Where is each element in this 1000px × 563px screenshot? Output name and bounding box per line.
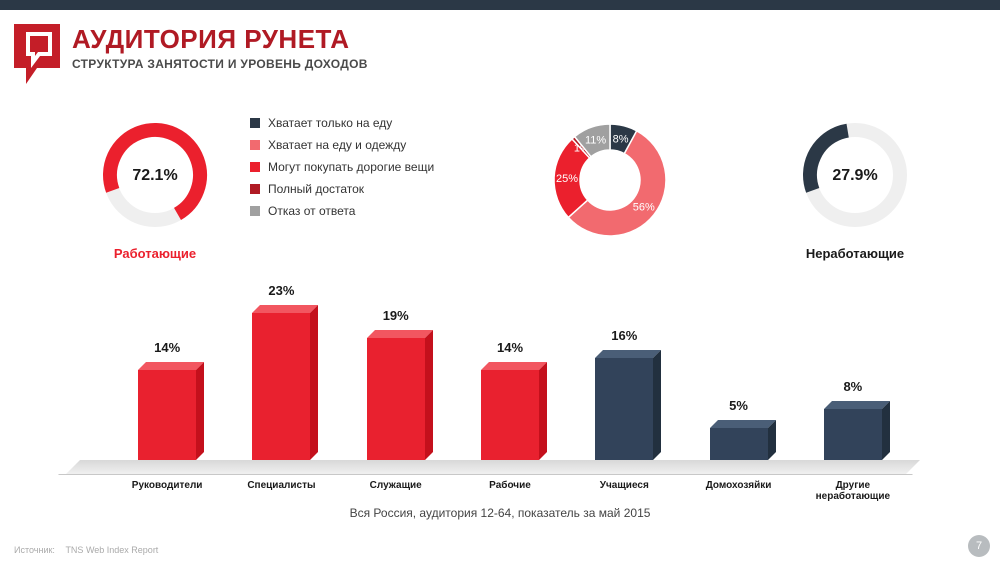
chart-footer-caption: Вся Россия, аудитория 12-64, показатель … — [0, 506, 1000, 520]
bar-value-label: 16% — [595, 328, 653, 343]
bar-value-label: 14% — [138, 340, 196, 355]
bar-value-label: 19% — [367, 308, 425, 323]
legend-swatch — [250, 162, 260, 172]
bar: 14% — [481, 362, 539, 460]
page-title: АУДИТОРИЯ РУНЕТА — [72, 24, 368, 55]
bar-front-face — [595, 358, 653, 460]
legend-label: Отказ от ответа — [268, 204, 355, 218]
bar-top-face — [595, 350, 661, 358]
bar-top-face — [481, 362, 547, 370]
bar-front-face — [367, 338, 425, 460]
legend-item: Полный достаток — [250, 182, 500, 196]
income-legend: Хватает только на еду Хватает на еду и о… — [250, 110, 500, 226]
bar-value-label: 5% — [710, 398, 768, 413]
bar-top-face — [367, 330, 433, 338]
bar-top-face — [252, 305, 318, 313]
legend-swatch — [250, 206, 260, 216]
legend-swatch — [250, 118, 260, 128]
bar-side-face — [768, 420, 776, 460]
bar-top-face — [138, 362, 204, 370]
bar-category-label: Учащиеся — [569, 480, 679, 491]
legend-item: Отказ от ответа — [250, 204, 500, 218]
donut-slice-label: 8% — [613, 133, 629, 145]
bar: 19% — [367, 330, 425, 460]
bar-side-face — [882, 401, 890, 460]
bar-side-face — [425, 330, 433, 460]
legend-swatch — [250, 184, 260, 194]
nonworking-ring-chart: 27.9% — [790, 110, 920, 240]
legend-label: Хватает на еду и одежду — [268, 138, 406, 152]
bar-front-face — [481, 370, 539, 460]
working-ring-label: Работающие — [114, 246, 196, 261]
source-value: TNS Web Index Report — [65, 545, 158, 555]
bar-side-face — [196, 362, 204, 460]
chart-base-platform — [66, 460, 920, 474]
donut-slice-label: 56% — [633, 202, 655, 214]
bar-top-face — [824, 401, 890, 409]
income-donut-chart: 8%56%25%1%11% — [530, 110, 690, 250]
brand-logo — [14, 24, 60, 84]
bar: 16% — [595, 350, 653, 460]
nonworking-ring-label: Неработающие — [806, 246, 904, 261]
svg-text:72.1%: 72.1% — [132, 167, 177, 184]
top-bar — [0, 0, 1000, 10]
legend-item: Могут покупать дорогие вещи — [250, 160, 500, 174]
income-donut-block: 8%56%25%1%11% — [500, 110, 720, 250]
bar-front-face — [710, 428, 768, 460]
bar: 14% — [138, 362, 196, 460]
source-label: Источник: — [14, 545, 55, 555]
bar-value-label: 14% — [481, 340, 539, 355]
source-line: Источник: TNS Web Index Report — [14, 545, 158, 555]
bar-category-label: Специалисты — [226, 480, 336, 491]
bar-category-label: Другие неработающие — [798, 480, 908, 502]
legend-item: Хватает на еду и одежду — [250, 138, 500, 152]
working-ring-block: 72.1% Работающие — [60, 110, 250, 261]
legend-swatch — [250, 140, 260, 150]
legend-label: Полный достаток — [268, 182, 364, 196]
bar-value-label: 8% — [824, 379, 882, 394]
donut-slice-label: 11% — [585, 134, 606, 146]
page-subtitle: СТРУКТУРА ЗАНЯТОСТИ И УРОВЕНЬ ДОХОДОВ — [72, 57, 368, 71]
nonworking-ring-block: 27.9% Неработающие — [760, 110, 950, 261]
bar-category-label: Служащие — [341, 480, 451, 491]
bar-side-face — [310, 305, 318, 460]
legend-item: Хватает только на еду — [250, 116, 500, 130]
donut-slice-label: 25% — [556, 173, 578, 185]
bar-side-face — [539, 362, 547, 460]
page-number-badge: 7 — [968, 535, 990, 557]
legend-label: Могут покупать дорогие вещи — [268, 160, 434, 174]
bar: 8% — [824, 401, 882, 460]
bar-front-face — [824, 409, 882, 460]
bar: 5% — [710, 420, 768, 460]
svg-text:27.9%: 27.9% — [832, 167, 877, 184]
bar-value-label: 23% — [252, 283, 310, 298]
bar-front-face — [252, 313, 310, 460]
bar-front-face — [138, 370, 196, 460]
bar-category-label: Рабочие — [455, 480, 565, 491]
bar: 23% — [252, 305, 310, 460]
bar-category-label: Руководители — [112, 480, 222, 491]
employment-bar-chart: 14% Руководители 23% Специалисты 19% Слу… — [60, 280, 940, 500]
bar-top-face — [710, 420, 776, 428]
legend-label: Хватает только на еду — [268, 116, 392, 130]
bar-side-face — [653, 350, 661, 460]
header-block: АУДИТОРИЯ РУНЕТА СТРУКТУРА ЗАНЯТОСТИ И У… — [14, 24, 368, 84]
working-ring-chart: 72.1% — [90, 110, 220, 240]
bar-category-label: Домохозяйки — [684, 480, 794, 491]
